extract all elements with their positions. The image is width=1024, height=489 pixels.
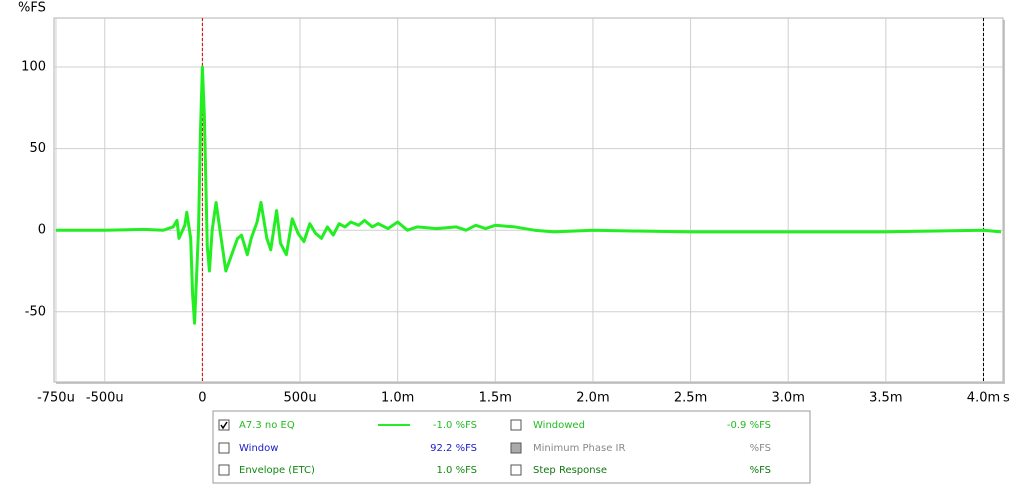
- x-unit: s: [1003, 391, 1010, 406]
- x-tick-label: 1.5m: [479, 391, 512, 406]
- checkbox[interactable]: [510, 464, 522, 476]
- checkbox[interactable]: [218, 419, 230, 431]
- checkbox: [510, 442, 522, 454]
- plot-area: [53, 17, 1004, 383]
- x-tick-label: 4.0m: [967, 391, 1000, 406]
- legend-label[interactable]: Windowed: [533, 420, 585, 431]
- checkbox[interactable]: [218, 464, 230, 476]
- y-tick-label: 50: [29, 141, 46, 156]
- legend-label[interactable]: A7.3 no EQ: [239, 420, 295, 431]
- y-tick-label: -50: [25, 304, 46, 319]
- legend-label[interactable]: Window: [239, 443, 278, 454]
- legend-label[interactable]: Step Response: [533, 465, 607, 476]
- x-tick-label: -500u: [86, 391, 124, 406]
- check-mark: [220, 421, 228, 430]
- x-tick-label: 2.0m: [576, 391, 609, 406]
- y-tick-label: 0: [38, 223, 46, 238]
- legend-label[interactable]: Envelope (ETC): [239, 465, 315, 476]
- legend-value: 92.2 %FS: [430, 443, 477, 454]
- series-line: [55, 65, 1002, 325]
- x-tick-label: -750u: [37, 391, 75, 406]
- x-tick-label: 3.0m: [772, 391, 805, 406]
- checkbox[interactable]: [510, 419, 522, 431]
- legend-value: %FS: [750, 465, 771, 476]
- legend-value: -0.9 %FS: [727, 420, 771, 431]
- x-tick-label: 0: [198, 391, 206, 406]
- legend-value: 1.0 %FS: [436, 465, 477, 476]
- x-tick-label: 1.0m: [381, 391, 414, 406]
- legend-label: Minimum Phase IR: [533, 443, 626, 454]
- checkbox[interactable]: [218, 442, 230, 454]
- x-tick-label: 500u: [284, 391, 317, 406]
- y-tick-label: 100: [21, 59, 46, 74]
- y-axis-label: %FS: [18, 1, 46, 16]
- legend-value: %FS: [750, 443, 771, 454]
- x-tick-label: 3.5m: [869, 391, 902, 406]
- legend-value: -1.0 %FS: [433, 420, 477, 431]
- x-tick-label: 2.5m: [674, 391, 707, 406]
